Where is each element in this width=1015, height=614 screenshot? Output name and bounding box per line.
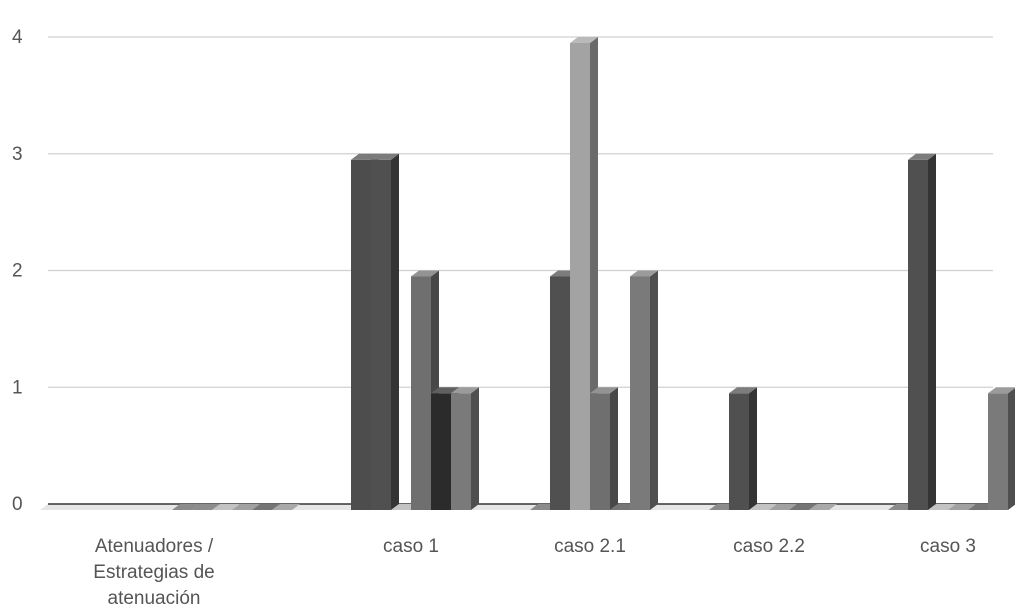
bar	[988, 387, 1015, 510]
bar	[630, 271, 658, 511]
bar-front	[351, 160, 371, 510]
bar	[908, 154, 936, 510]
bar-front	[908, 160, 928, 510]
bar-front	[590, 393, 610, 510]
x-category-label: caso 2.2	[733, 536, 805, 557]
bar-side	[1008, 387, 1015, 510]
y-axis-ticks: 0 1 2 3 4	[12, 27, 23, 515]
bar-front	[630, 277, 650, 511]
x-category-label-line: caso 2.1	[554, 536, 626, 557]
bar-side	[391, 154, 399, 510]
bar	[451, 387, 479, 510]
x-category-label-line: caso 1	[383, 536, 439, 557]
bar-side	[928, 154, 936, 510]
bar-front	[451, 393, 471, 510]
x-category-label-line: caso 3	[920, 536, 976, 557]
bar	[729, 387, 757, 510]
bar-side	[650, 271, 658, 511]
bar-front	[570, 43, 590, 510]
bar-front	[550, 277, 570, 511]
bar-side	[471, 387, 479, 510]
x-category-label: caso 3	[920, 536, 976, 557]
x-category-label-line: caso 2.2	[733, 536, 805, 557]
bar-side	[610, 387, 618, 510]
bar-front	[411, 277, 431, 511]
x-category-label-line: Atenuadores /	[95, 536, 214, 557]
bar-front	[729, 393, 749, 510]
bar	[371, 154, 399, 510]
bars	[172, 37, 1015, 510]
x-category-label: caso 1	[383, 536, 439, 557]
x-category-label-line: atenuación	[108, 588, 201, 609]
y-tick-label: 3	[12, 144, 23, 165]
y-tick-label: 2	[12, 261, 23, 282]
x-category-label: Atenuadores / Estrategias de atenuación	[93, 536, 214, 609]
x-category-label-line: Estrategias de	[93, 562, 214, 583]
bar-front	[988, 393, 1008, 510]
bar	[590, 387, 618, 510]
y-tick-label: 1	[12, 377, 23, 398]
y-tick-label: 4	[12, 27, 23, 48]
bar-side	[749, 387, 757, 510]
x-category-label: caso 2.1	[554, 536, 626, 557]
bar-front	[371, 160, 391, 510]
y-tick-label: 0	[12, 494, 23, 515]
bar-front	[431, 393, 451, 510]
gridlines	[48, 37, 993, 387]
x-axis-categories: Atenuadores / Estrategias de atenuación cas…	[93, 536, 976, 609]
